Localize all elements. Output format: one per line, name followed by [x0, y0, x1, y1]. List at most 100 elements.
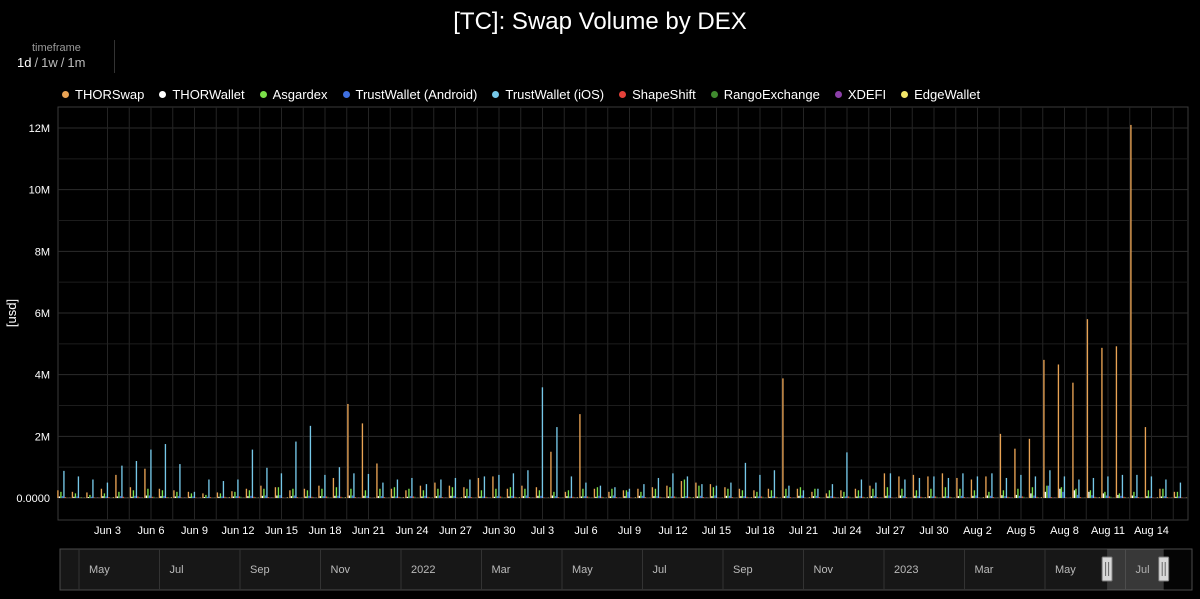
bar-thorwallet[interactable] [1059, 488, 1061, 498]
bar-trustwallet-ios[interactable] [469, 479, 471, 499]
bar-trustwallet-android[interactable] [946, 496, 948, 498]
bar-asgardex[interactable] [176, 491, 178, 498]
bar-trustwallet-ios[interactable] [570, 476, 573, 498]
bar-trustwallet-ios[interactable] [773, 470, 776, 498]
timeframe-option-1m[interactable]: 1m [67, 55, 86, 70]
bar-edgewallet[interactable] [924, 497, 927, 498]
bar-thorwallet[interactable] [943, 496, 945, 498]
bar-asgardex[interactable] [1031, 487, 1034, 498]
bar-trustwallet-android[interactable] [1091, 495, 1093, 499]
bar-thorwallet[interactable] [1102, 493, 1105, 499]
bar-trustwallet-android[interactable] [366, 495, 368, 498]
bar-trustwallet-ios[interactable] [396, 479, 399, 499]
bar-trustwallet-ios[interactable] [1063, 476, 1066, 498]
bar-thorwallet[interactable] [290, 496, 293, 498]
bar-thorwallet[interactable] [1044, 491, 1047, 498]
bar-shapeshift[interactable] [673, 496, 676, 498]
bar-asgardex[interactable] [988, 491, 990, 498]
bar-rangoexchange[interactable] [660, 497, 663, 498]
bar-asgardex[interactable] [567, 490, 570, 498]
bar-asgardex[interactable] [756, 491, 758, 498]
bar-thorwallet[interactable] [711, 496, 713, 498]
bar-thorwallet[interactable] [1088, 491, 1090, 498]
bar-shapeshift[interactable] [876, 497, 879, 498]
bar-rangoexchange[interactable] [747, 497, 750, 498]
bar-trustwallet-android[interactable] [583, 496, 586, 498]
bar-trustwallet-android[interactable] [511, 495, 513, 498]
bar-trustwallet-android[interactable] [1047, 485, 1050, 498]
bar-thorswap[interactable] [115, 474, 117, 499]
bar-trustwallet-ios[interactable] [599, 485, 602, 498]
bar-asgardex[interactable] [495, 488, 497, 498]
bar-shapeshift[interactable] [93, 497, 96, 498]
bar-trustwallet-android[interactable] [830, 496, 832, 498]
bar-thorwallet[interactable] [1146, 496, 1148, 498]
bar-trustwallet-ios[interactable] [991, 473, 993, 498]
bar-asgardex[interactable] [161, 490, 164, 498]
bar-trustwallet-ios[interactable] [266, 467, 268, 498]
bar-trustwallet-android[interactable] [453, 495, 455, 498]
bar-trustwallet-ios[interactable] [411, 477, 413, 498]
bar-shapeshift[interactable] [1108, 496, 1111, 498]
bar-thorwallet[interactable] [580, 496, 583, 498]
bar-rangoexchange[interactable] [1124, 497, 1127, 498]
bar-asgardex[interactable] [785, 488, 787, 498]
bar-asgardex[interactable] [480, 490, 483, 498]
bar-thorswap[interactable] [202, 493, 204, 499]
bar-trustwallet-ios[interactable] [788, 485, 790, 498]
bar-asgardex[interactable] [1075, 488, 1077, 498]
bar-thorswap[interactable] [637, 488, 639, 498]
bar-thorswap[interactable] [825, 493, 828, 499]
bar-edgewallet[interactable] [518, 497, 521, 498]
bar-thorswap[interactable] [506, 488, 509, 498]
bar-xdefi[interactable] [444, 497, 447, 498]
bar-trustwallet-ios[interactable] [817, 488, 819, 498]
bar-trustwallet-ios[interactable] [657, 477, 660, 498]
bar-trustwallet-ios[interactable] [860, 479, 863, 499]
bar-trustwallet-ios[interactable] [1049, 470, 1051, 498]
bar-thorwallet[interactable] [450, 495, 452, 498]
bar-thorswap[interactable] [941, 473, 944, 498]
bar-shapeshift[interactable] [282, 497, 284, 498]
bar-rangoexchange[interactable] [167, 497, 170, 498]
bar-shapeshift[interactable] [383, 497, 386, 498]
bar-shapeshift[interactable] [209, 497, 212, 498]
bar-shapeshift[interactable] [1079, 497, 1082, 498]
bar-asgardex[interactable] [930, 488, 932, 498]
bar-thorwallet[interactable] [421, 496, 423, 498]
bar-shapeshift[interactable] [1050, 497, 1053, 498]
bar-thorwallet[interactable] [189, 496, 191, 498]
bar-thorswap[interactable] [303, 488, 306, 498]
bar-rangoexchange[interactable] [704, 497, 706, 498]
bar-thorswap[interactable] [1130, 124, 1132, 499]
bar-trustwallet-android[interactable] [163, 495, 165, 498]
bar-shapeshift[interactable] [456, 497, 458, 498]
bar-trustwallet-android[interactable] [641, 495, 644, 498]
bar-shapeshift[interactable] [630, 497, 632, 498]
bar-thorswap[interactable] [550, 451, 552, 498]
bar-asgardex[interactable] [1089, 490, 1092, 498]
bar-thorswap[interactable] [927, 476, 929, 498]
bar-thorswap[interactable] [1159, 488, 1161, 498]
bar-trustwallet-ios[interactable] [527, 470, 529, 498]
bar-thorswap[interactable] [709, 484, 712, 499]
bar-thorwallet[interactable] [247, 496, 249, 498]
bar-trustwallet-ios[interactable] [585, 482, 587, 498]
bar-asgardex[interactable] [712, 487, 715, 498]
bar-trustwallet-android[interactable] [815, 495, 818, 498]
bar-shapeshift[interactable] [775, 496, 777, 498]
bar-trustwallet-android[interactable] [1134, 496, 1137, 498]
bar-shapeshift[interactable] [1094, 496, 1096, 498]
bar-rangoexchange[interactable] [834, 497, 837, 498]
bar-shapeshift[interactable] [717, 497, 719, 498]
bar-xdefi[interactable] [1010, 497, 1012, 498]
bar-shapeshift[interactable] [1021, 496, 1024, 498]
bar-trustwallet-android[interactable] [859, 496, 861, 498]
bar-thorswap[interactable] [158, 488, 161, 498]
bar-shapeshift[interactable] [1065, 497, 1067, 498]
bar-asgardex[interactable] [828, 490, 831, 498]
bar-thorwallet[interactable] [102, 496, 104, 498]
bar-trustwallet-ios[interactable] [831, 484, 834, 499]
bar-trustwallet-android[interactable] [656, 496, 658, 498]
bar-thorswap[interactable] [332, 477, 335, 498]
